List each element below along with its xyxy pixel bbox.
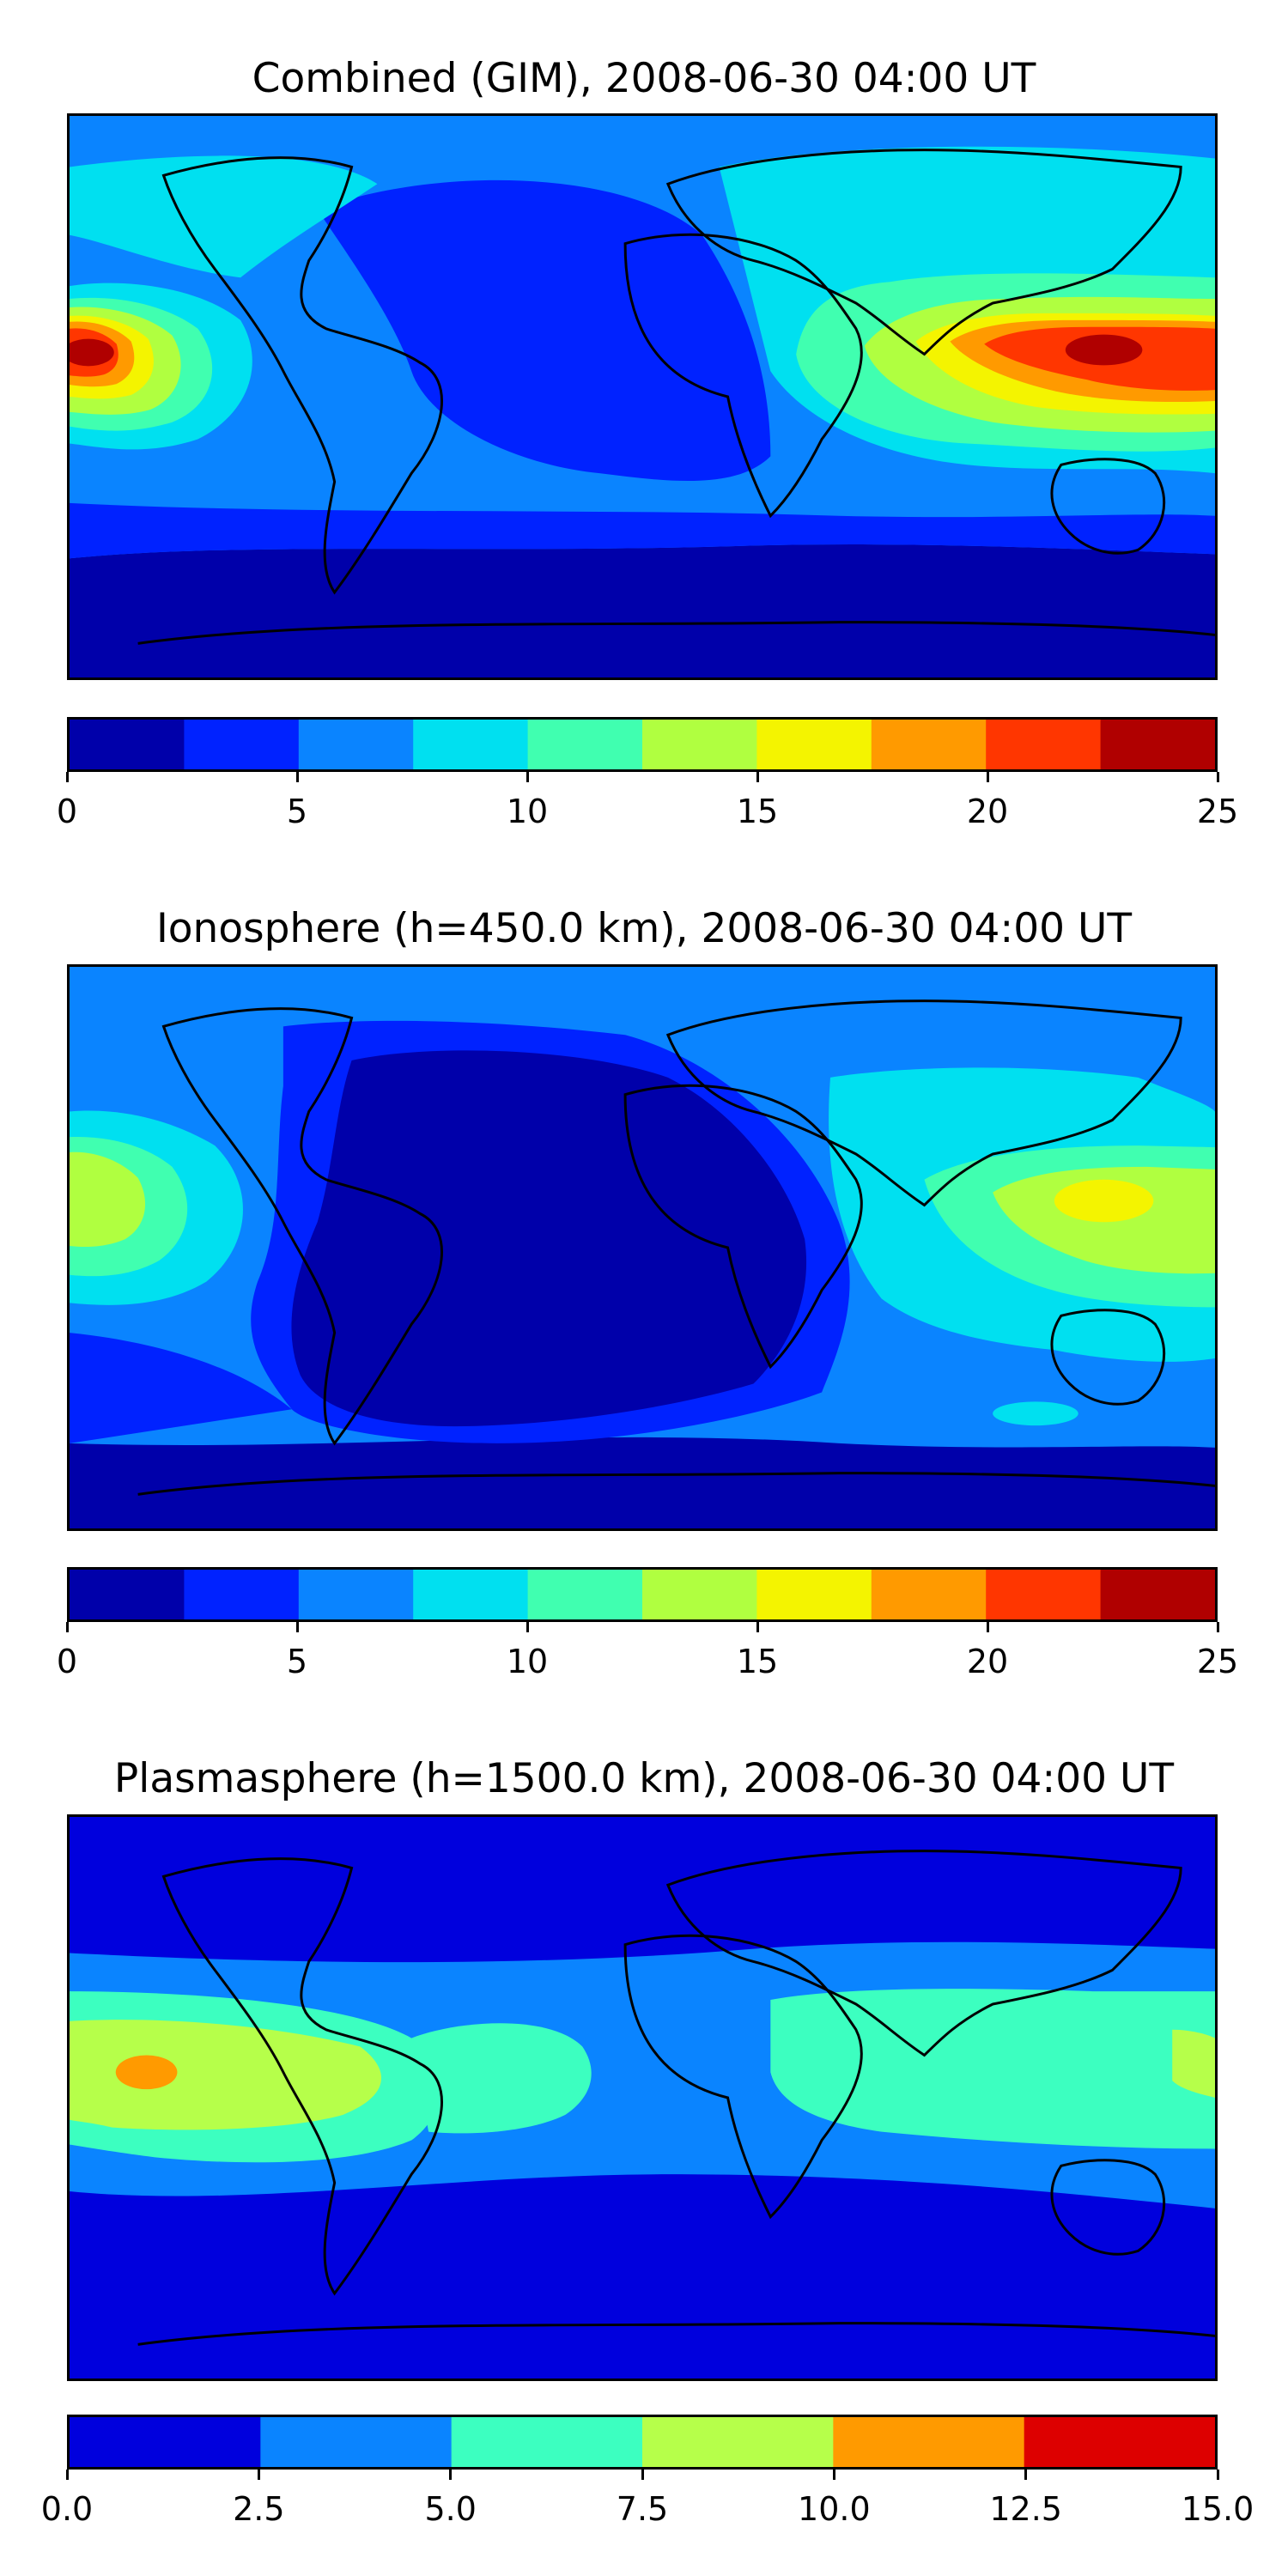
colorbar-tick [65,1622,69,1632]
colorbar-segment [756,720,872,769]
colorbar-tick [1216,1622,1219,1632]
colorbar-segment [527,1570,643,1619]
colorbar-segment [413,1570,529,1619]
colorbar-segment [1100,720,1215,769]
colorbar-segment [184,1570,300,1619]
colorbar-tick-label: 15.0 [1181,2490,1255,2528]
colorbar-segment [260,2417,453,2467]
colorbar-segment [642,2417,834,2467]
colorbar-segment [986,1570,1102,1619]
colorbar-tick-label: 20 [966,793,1009,830]
colorbar-segment [184,720,300,769]
colorbar-tick-label: 5 [286,793,308,830]
colorbar-tick-label: 7.5 [616,2490,669,2528]
colorbar-tick [986,1622,989,1632]
colorbar-tick-label: 0.0 [40,2490,94,2528]
colorbar-segment [298,720,414,769]
colorbar-tick-label: 15 [736,1643,779,1680]
colorbar-segment [833,2417,1025,2467]
colorbar-segment [70,720,185,769]
colorbar-segment [70,1570,185,1619]
colorbar-segment [1100,1570,1215,1619]
colorbar-tick [756,1622,759,1632]
colorbar-tick [986,772,989,782]
colorbar-segment [298,1570,414,1619]
colorbar-tick-label: 25 [1196,793,1239,830]
colorbar-tick-label: 2.5 [233,2490,285,2528]
colorbar-tick-label: 5.0 [424,2490,477,2528]
colorbar-tick [641,2470,644,2480]
colorbar-plasmasphere [67,2415,1218,2470]
colorbar-segment [527,720,643,769]
colorbar-segment [756,1570,872,1619]
colorbar-tick-label: 0 [56,793,78,830]
colorbar-segment [451,2417,643,2467]
colorbar-tick-label: 10 [506,793,549,830]
map-combined [67,113,1218,680]
panel-title: Combined (GIM), 2008-06-30 04:00 UT [252,55,1036,102]
colorbar-segment [642,720,757,769]
colorbar-tick [1024,2470,1028,2480]
colorbar-ticks-plasmasphere: 0.0 2.5 5.0 7.5 10.0 12.5 15.0 [41,2470,1254,2530]
colorbar-segment [70,2417,261,2467]
map-ionosphere [67,964,1218,1531]
colorbar-tick [526,772,529,782]
colorbar-tick-label: 10.0 [798,2490,871,2528]
colorbar-tick [65,772,69,782]
colorbar-tick-label: 25 [1196,1643,1239,1680]
colorbar-segment [986,720,1102,769]
colorbar-tick [449,2470,453,2480]
colorbar-tick [295,772,299,782]
colorbar-tick [756,772,759,782]
colorbar-tick-label: 15 [736,793,779,830]
colorbar-tick-label: 20 [966,1643,1009,1680]
colorbar-tick [295,1622,299,1632]
colorbar-ticks-combined: 0 5 10 15 20 25 [57,772,1238,832]
colorbar-tick [526,1622,529,1632]
colorbar-tick-label: 10 [506,1643,549,1680]
colorbar-segment [642,1570,757,1619]
colorbar-segment [871,1570,987,1619]
colorbar-ionosphere [67,1567,1218,1622]
colorbar-tick-label: 0 [56,1643,78,1680]
colorbar-tick [257,2470,260,2480]
map-plasmasphere [67,1814,1218,2381]
colorbar-segment [871,720,987,769]
colorbar-combined [67,717,1218,772]
panel-title: Ionosphere (h=450.0 km), 2008-06-30 04:0… [155,905,1133,952]
colorbar-tick [1216,2470,1219,2480]
panel-title: Plasmasphere (h=1500.0 km), 2008-06-30 0… [113,1755,1175,1802]
colorbar-tick [65,2470,69,2480]
colorbar-segment [413,720,529,769]
colorbar-tick-label: 5 [286,1643,308,1680]
colorbar-tick [1216,772,1219,782]
colorbar-tick [832,2470,835,2480]
colorbar-tick-label: 12.5 [989,2490,1062,2528]
colorbar-ticks-ionosphere: 0 5 10 15 20 25 [57,1622,1238,1682]
colorbar-segment [1024,2417,1215,2467]
